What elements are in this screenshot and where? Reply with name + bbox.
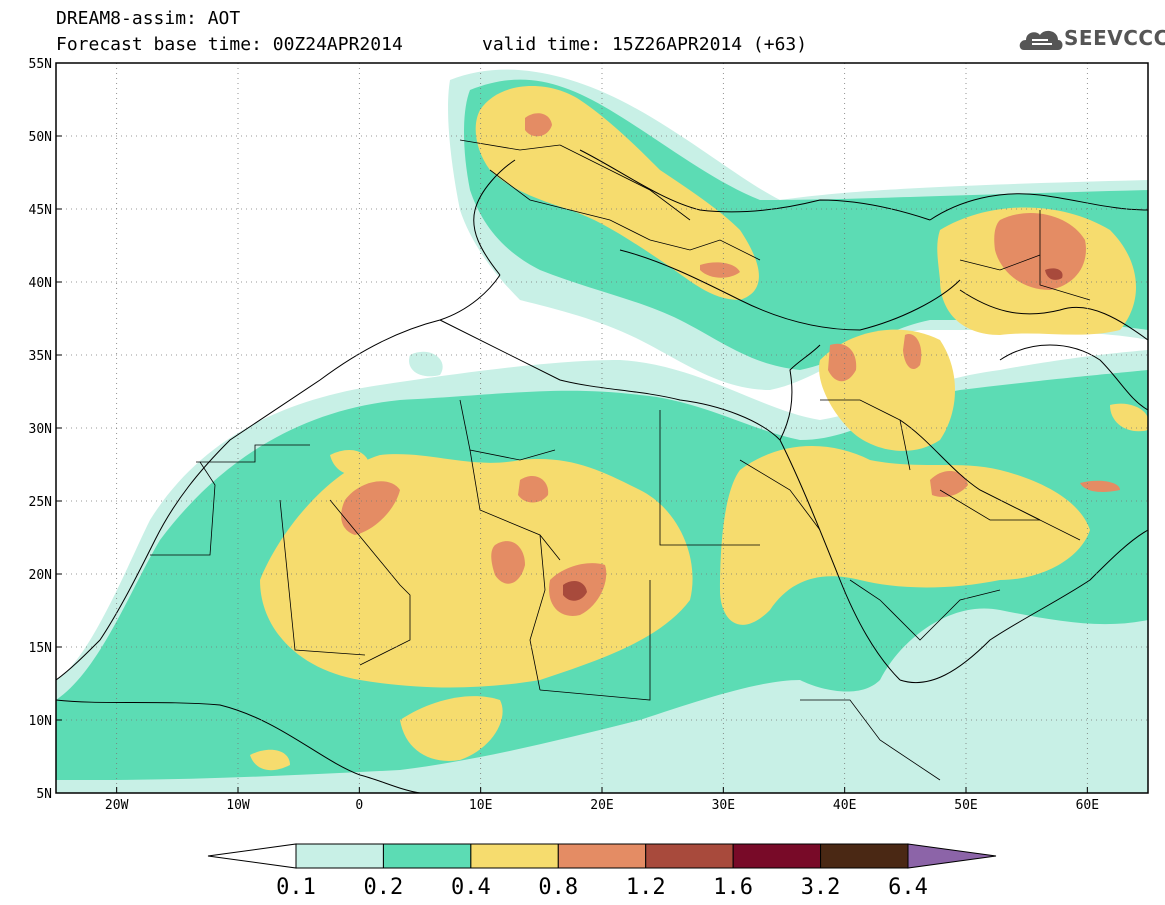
lat-tick-label: 25N (29, 495, 52, 510)
colorbar-label: 0.1 (276, 875, 316, 900)
lat-tick-label: 55N (29, 57, 52, 72)
lon-tick-label: 10W (226, 798, 250, 813)
forecast-base-time: Forecast base time: 00Z24APR2014 (56, 34, 403, 55)
lon-tick-label: 0 (355, 798, 363, 813)
coastlines (56, 149, 1148, 793)
colorbar-swatch (645, 843, 734, 869)
lat-tick-label: 30N (29, 422, 52, 437)
aot-band-1.2 (563, 268, 1063, 601)
lon-tick-label: 20W (105, 798, 129, 813)
lon-tick-label: 30E (712, 798, 735, 813)
lon-tick-label: 50E (954, 798, 977, 813)
colorbar-under-triangle (207, 843, 297, 869)
cloud-icon (1019, 30, 1063, 50)
chart-title: DREAM8-assim: AOT (56, 8, 241, 29)
lat-tick-label: 15N (29, 641, 52, 656)
colorbar-label: 0.8 (538, 875, 578, 900)
lon-tick-label: 60E (1076, 798, 1099, 813)
lat-tick-label: 50N (29, 130, 52, 145)
colorbar-label: 1.6 (713, 875, 753, 900)
map-gridlines (56, 63, 1148, 793)
lon-tick-label: 10E (469, 798, 492, 813)
colorbar-label: 0.4 (451, 875, 491, 900)
logo-text: SEEVCCC (1064, 26, 1165, 50)
colorbar-swatch (820, 843, 909, 869)
political-borders (150, 139, 1091, 781)
colorbar-label: 0.2 (364, 875, 404, 900)
lat-tick-label: 35N (29, 349, 52, 364)
lon-tick-label: 20E (590, 798, 613, 813)
colorbar-label: 1.2 (626, 875, 666, 900)
colorbar-swatch (557, 843, 647, 869)
lat-tick-label: 40N (29, 276, 52, 291)
colorbar-label: 3.2 (801, 875, 841, 900)
colorbar-swatch (382, 843, 472, 869)
lon-tick-label: 40E (833, 798, 856, 813)
lat-tick-label: 10N (29, 714, 52, 729)
colorbar: 0.1 0.2 0.4 0.8 1.2 1.6 3.2 6.4 (207, 843, 997, 900)
colorbar-swatch (470, 843, 559, 869)
valid-time: valid time: 15Z26APR2014 (+63) (482, 34, 808, 55)
colorbar-swatch (295, 843, 384, 869)
lat-tick-label: 5N (36, 787, 52, 802)
lat-tick-label: 20N (29, 568, 52, 583)
colorbar-swatch (732, 843, 822, 869)
lat-axis: 55N 50N 45N 40N 35N 30N 25N 20N 15N 10N 5N (29, 57, 62, 802)
aot-map: 20W 10W 0 10E 20E 30E 40E 50E 60E 55N 50N 45N 40N 35… (29, 57, 1149, 813)
aot-contour-fields (56, 69, 1148, 793)
seevccc-logo (1019, 30, 1063, 50)
lon-axis: 20W 10W 0 10E 20E 30E 40E 50E 60E (105, 787, 1099, 813)
colorbar-labels: 0.1 0.2 0.4 0.8 1.2 1.6 3.2 6.4 (276, 875, 928, 900)
lat-tick-label: 45N (29, 203, 52, 218)
colorbar-swatches (207, 843, 997, 869)
colorbar-label: 6.4 (888, 875, 928, 900)
colorbar-over-triangle (907, 843, 997, 869)
